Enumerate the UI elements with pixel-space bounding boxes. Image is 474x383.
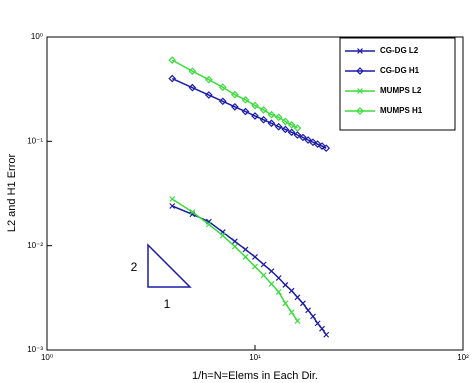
marker [287,128,296,137]
marker [293,131,302,139]
marker [168,74,177,83]
marker [299,133,307,142]
x-tick-label: 10² [457,353,469,362]
y-tick-label: 10⁻¹ [27,136,43,145]
marker [294,317,301,324]
marker [205,221,212,228]
y-tick-label: 10⁰ [31,32,43,41]
marker [230,90,239,99]
marker [242,254,249,260]
marker [288,287,295,294]
marker [188,67,197,76]
marker [318,142,326,150]
marker [251,112,259,120]
marker [281,117,290,126]
marker [281,125,290,134]
y-tick-label: 10⁻² [27,241,43,250]
marker [313,140,322,148]
legend-label: CG-DG H1 [380,66,420,75]
marker [189,209,196,215]
marker [288,309,295,316]
x-tick-label: 10¹ [249,353,261,362]
marker [323,331,330,338]
marker [304,136,312,144]
marker [300,300,306,307]
marker [231,238,238,245]
legend-label: MUMPS L2 [380,86,422,95]
marker [168,56,177,64]
marker [310,313,316,320]
marker [260,261,267,268]
marker [219,232,226,239]
marker [356,107,364,115]
marker [259,106,268,114]
marker [230,103,239,111]
x-tick-label: 10⁰ [41,353,53,362]
marker [251,101,259,110]
marker [218,83,227,92]
marker [274,113,283,122]
marker [275,289,282,295]
marker [169,196,176,202]
series-line [171,198,299,322]
legend-label: CG-DG L2 [380,46,419,55]
marker [169,203,176,209]
legend: CG-DG L2 CG-DG H1 MUMPS L2 MUMPS H1 [339,37,456,131]
marker [294,294,301,301]
series-line [171,77,327,149]
marker [287,120,296,129]
marker [356,67,364,75]
marker [241,95,250,104]
marker [357,88,363,94]
marker [282,282,289,288]
legend-box [339,37,456,131]
marker [314,320,321,327]
marker [205,91,213,99]
marker [322,144,331,153]
legend-label: MUMPS H1 [380,106,423,115]
series-line [171,205,327,336]
x-axis-label: 1/h=N=Elems in Each Dir. [192,370,318,382]
marker [241,107,250,116]
marker [231,243,238,250]
slope-run-label: 1 [164,297,171,311]
slope-triangle [147,243,192,288]
marker [267,110,276,119]
y-tick-label: 10⁻³ [27,345,43,354]
marker [275,275,282,281]
marker [242,246,249,253]
series-line [171,59,298,129]
marker [268,280,275,287]
marker [305,307,312,314]
marker [259,115,268,124]
marker [252,263,258,270]
marker [274,122,283,131]
marker [268,268,275,275]
marker [357,48,363,54]
marker [205,75,213,84]
marker [188,83,197,92]
marker [319,325,325,332]
marker [309,138,317,147]
marker [260,272,267,279]
slope-rise-label: 2 [131,260,138,274]
marker [282,300,289,307]
marker [218,97,227,106]
marker [267,119,276,128]
y-axis-label: L2 and H1 Error [6,154,18,233]
marker [293,124,302,132]
marker [252,254,258,260]
